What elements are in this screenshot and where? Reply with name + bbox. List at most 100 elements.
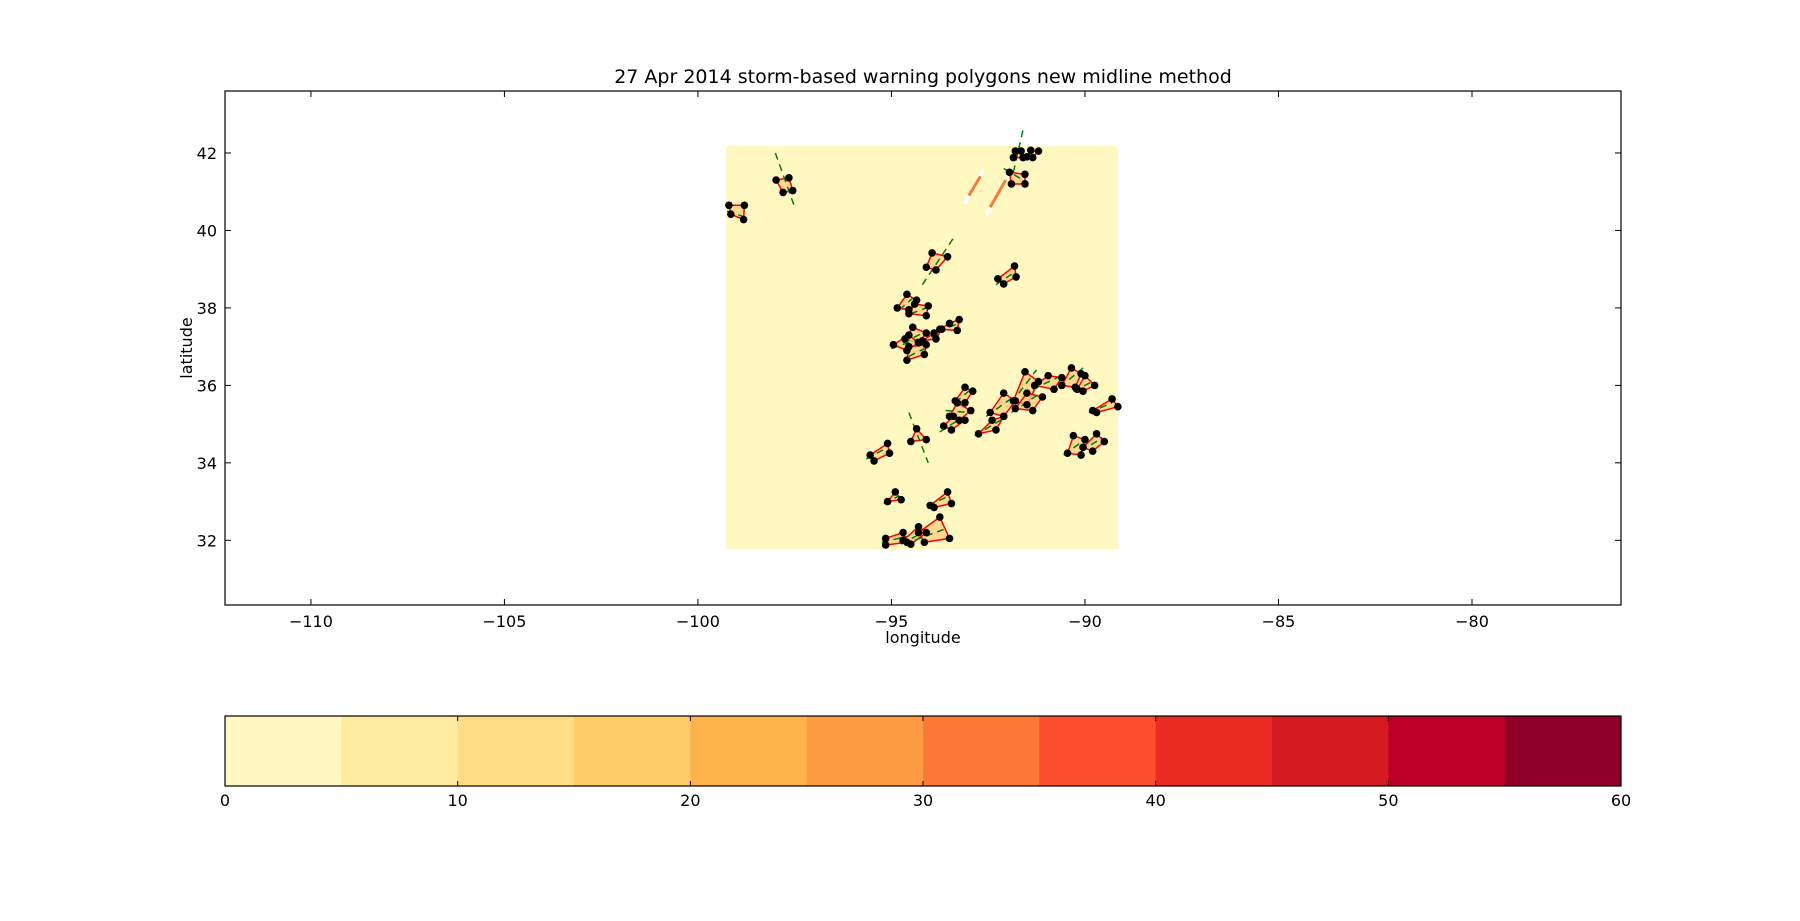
colorbar-swatch: [1039, 716, 1157, 786]
polygon-vertex: [1069, 431, 1078, 440]
polygon-vertex: [893, 304, 902, 312]
axes-frame: [224, 90, 1622, 606]
polygon-vertex: [922, 329, 931, 337]
polygon-vertex: [930, 503, 938, 512]
midline: [908, 347, 925, 357]
polygon-vertex: [1050, 385, 1058, 394]
colorbar-tick-label: 0: [220, 791, 230, 810]
polygon-vertex: [866, 451, 874, 459]
polygon-vertex: [1009, 153, 1018, 162]
midline: [921, 237, 955, 286]
polygon-vertex: [918, 337, 927, 345]
polygon-vertex: [1030, 381, 1039, 390]
polygon-vertex: [924, 302, 933, 310]
polygon-vertex: [1021, 170, 1029, 179]
polygon-vertex: [885, 449, 894, 457]
polygon-vertex: [928, 249, 936, 257]
y-tick-label: 42: [197, 144, 217, 163]
polygon-vertex: [1011, 147, 1020, 155]
polygon-vertex: [1011, 404, 1020, 413]
x-tick-label: −105: [482, 612, 526, 631]
colorbar-swatch: [341, 716, 459, 786]
polygon-vertex: [943, 488, 952, 496]
colorbar-swatch: [225, 716, 342, 786]
polygon-vertex: [932, 266, 940, 274]
x-tick-label: −100: [676, 612, 720, 631]
polygon-vertex: [903, 290, 911, 299]
midline: [898, 297, 914, 311]
streak-white: [984, 171, 1012, 216]
polygon-vertex: [1044, 371, 1053, 380]
polygon-vertex: [1023, 400, 1031, 409]
polygon-vertex: [912, 424, 921, 433]
colorbar-swatch: [1504, 716, 1622, 786]
polygon-vertex: [994, 275, 1002, 283]
x-tick-label: −85: [1262, 612, 1296, 631]
polygon-vertex: [903, 356, 911, 365]
polygon-vertex: [740, 201, 749, 210]
polygon-vertex: [1077, 451, 1085, 459]
polygon-vertex: [785, 173, 793, 182]
polygon-vertex: [999, 280, 1008, 288]
colorbar-swatch: [923, 716, 1040, 786]
colorbar-tick-label: 20: [680, 791, 700, 810]
y-axis-label: latitude: [177, 317, 196, 378]
y-tick-label: 36: [197, 376, 217, 395]
polygon-vertex: [966, 406, 975, 415]
streak: [988, 179, 1007, 208]
polygon-vertex: [1073, 385, 1082, 394]
x-axis: −110 −105 −100 −95 −90 −85 −80: [289, 91, 1489, 631]
polygon-vertex: [1090, 381, 1099, 390]
polygon-vertex: [920, 538, 929, 547]
polygon-vertex: [725, 201, 733, 210]
polygon-vertex: [945, 319, 954, 328]
polygon-vertex: [881, 541, 890, 549]
map-axes: [725, 129, 1122, 550]
polygon-vertex: [986, 408, 994, 417]
polygon-vertex: [922, 263, 931, 272]
warning-polygon: [909, 427, 928, 443]
polygon-vertex: [932, 335, 940, 343]
polygon-vertex: [1028, 153, 1037, 162]
colorbar-tick-label: 30: [913, 791, 933, 810]
polygon-vertex: [1021, 368, 1029, 376]
midline: [914, 527, 946, 542]
polygon-vertex: [1012, 273, 1020, 281]
polygon-vertex: [955, 315, 963, 324]
polygon-vertex: [905, 331, 913, 339]
polygon-vertex: [961, 416, 969, 425]
colorbar-tick-label: 50: [1378, 791, 1398, 810]
polygon-vertex: [1005, 168, 1014, 177]
polygon-vertex: [899, 528, 907, 537]
polygon-vertex: [939, 422, 948, 430]
polygon-vertex: [920, 350, 929, 359]
colorbar-swatch: [806, 716, 924, 786]
polygon-vertex: [883, 497, 892, 506]
streak: [967, 175, 982, 197]
colorbar-tick-label: 40: [1145, 791, 1165, 810]
polygon-vertex: [1023, 389, 1031, 397]
y-tick-label: 32: [197, 531, 217, 550]
polygon-vertex: [1009, 397, 1018, 405]
polygon-vertex: [1026, 146, 1035, 155]
polygon-vertex: [1034, 147, 1043, 155]
colorbar-swatch: [457, 716, 575, 786]
colorbar-swatch: [690, 716, 808, 786]
polygon-vertex: [1114, 402, 1122, 411]
polygon-vertex: [1017, 147, 1025, 155]
polygon-vertex: [914, 528, 923, 537]
polygon-vertex: [930, 329, 938, 337]
colorbar-swatch: [574, 716, 691, 786]
polygon-vertex: [961, 383, 969, 392]
polygon-vertex: [988, 416, 996, 425]
colorbar-swatch: [1272, 716, 1389, 786]
x-tick-label: −110: [289, 612, 333, 631]
midline: [995, 272, 1014, 286]
midline: [908, 412, 929, 464]
polygon-vertex: [1007, 180, 1016, 188]
polygon-vertex: [1088, 447, 1097, 456]
y-tick-label: 34: [197, 454, 217, 473]
polygon-vertex: [999, 412, 1008, 421]
polygon-vertex: [1081, 371, 1089, 380]
polygon-vertex: [889, 340, 898, 349]
